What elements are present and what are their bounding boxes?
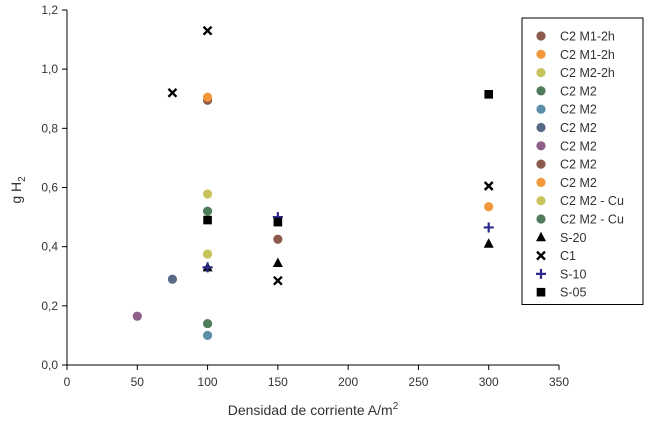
x-tick-label: 150 <box>268 375 288 389</box>
legend-marker-0 <box>536 31 546 41</box>
data-point-circle-9-0 <box>202 189 213 199</box>
legend-label: C2 M2 - Cu <box>560 213 624 227</box>
x-tick-label: 300 <box>479 375 499 389</box>
legend-marker-4 <box>536 104 546 114</box>
legend-marker-12 <box>536 250 546 261</box>
x-tick-label: 100 <box>198 375 218 389</box>
y-tick-label: 1,2 <box>41 3 58 17</box>
data-point-circle-10-0 <box>202 206 213 216</box>
data-point-circle-2-0 <box>202 249 213 259</box>
legend-marker-7 <box>536 159 546 169</box>
legend-marker-5 <box>536 122 546 133</box>
data-point-circle-6-0 <box>132 311 142 321</box>
legend-label: C2 M2 <box>560 176 597 190</box>
data-point-plus-13-0 <box>202 262 213 273</box>
y-tick-label: 0,2 <box>41 299 58 313</box>
legend-label: C1 <box>560 249 576 263</box>
axes: 0 50 100 150 200 250 300 350 0,0 0,2 0,4 0,6 0,8 1,0 1… <box>41 3 569 389</box>
legend-marker-2 <box>536 68 546 78</box>
legend-marker-11 <box>536 231 546 242</box>
legend-label: C2 M2 <box>560 158 597 172</box>
data-point-circle-8-0 <box>484 202 494 212</box>
legend: C2 M1-2h C2 M1-2h C2 M2-2h C2 M2 C2 M2 C2 M2 C… <box>521 17 644 305</box>
data-point-triangle-11-1 <box>272 257 283 267</box>
data-point-square-14-2 <box>484 90 494 99</box>
legend-label: C2 M2 <box>560 121 597 135</box>
data-point-x-12-2 <box>273 275 283 286</box>
y-axis-title-main: g H <box>8 182 24 204</box>
x-axis-title: Densidad de corriente A/m2 <box>228 401 399 418</box>
x-axis-title-main: Densidad de corriente A/m <box>228 402 393 418</box>
legend-label: C2 M2 <box>560 84 597 98</box>
y-tick-label: 0,4 <box>41 240 58 254</box>
legend-marker-8 <box>536 177 546 187</box>
data-point-circle-1-0 <box>202 92 213 102</box>
legend-marker-6 <box>536 141 546 151</box>
legend-label: C2 M2-2h <box>560 66 615 80</box>
y-tick-label: 0,8 <box>41 121 58 135</box>
data-point-x-12-1 <box>202 25 213 36</box>
y-tick-label: 0,6 <box>41 181 58 195</box>
data-points <box>132 25 494 341</box>
legend-label: S-10 <box>560 267 586 281</box>
y-axis-title-subscript: 2 <box>17 176 28 182</box>
data-point-circle-5-0 <box>167 274 178 284</box>
x-tick-label: 200 <box>338 375 358 389</box>
legend-label: C2 M2 - Cu <box>560 194 624 208</box>
legend-label: C2 M2 <box>560 103 597 117</box>
data-point-circle-3-0 <box>202 318 213 329</box>
data-point-circle-7-0 <box>273 234 283 244</box>
legend-marker-1 <box>536 49 546 59</box>
x-tick-label: 350 <box>549 375 569 389</box>
x-tick-label: 250 <box>408 375 428 389</box>
legend-label: C2 M2 <box>560 139 597 153</box>
legend-marker-9 <box>536 196 546 206</box>
data-point-x-12-3 <box>483 181 494 191</box>
legend-marker-13 <box>536 268 546 279</box>
data-point-x-12-0 <box>167 87 178 98</box>
data-point-circle-4-0 <box>202 330 213 341</box>
y-axis-title: g H2 <box>8 176 28 204</box>
data-point-square-14-1 <box>273 217 283 227</box>
data-point-plus-13-2 <box>483 222 494 233</box>
svg-text:g H2: g H2 <box>8 176 28 204</box>
legend-label: S-05 <box>560 286 586 300</box>
x-tick-label: 50 <box>131 375 145 389</box>
x-tick-label: 0 <box>64 375 71 389</box>
legend-label: S-20 <box>560 231 586 245</box>
legend-label: C2 M1-2h <box>560 48 615 62</box>
legend-marker-14 <box>536 287 546 297</box>
data-point-triangle-11-2 <box>483 238 494 248</box>
y-tick-label: 1,0 <box>41 62 58 76</box>
legend-label: C2 M1-2h <box>560 30 615 44</box>
legend-marker-3 <box>536 86 546 96</box>
legend-marker-10 <box>536 214 546 224</box>
x-axis-title-superscript: 2 <box>393 401 399 412</box>
data-point-square-14-0 <box>203 215 212 225</box>
y-tick-label: 0,0 <box>41 358 58 372</box>
